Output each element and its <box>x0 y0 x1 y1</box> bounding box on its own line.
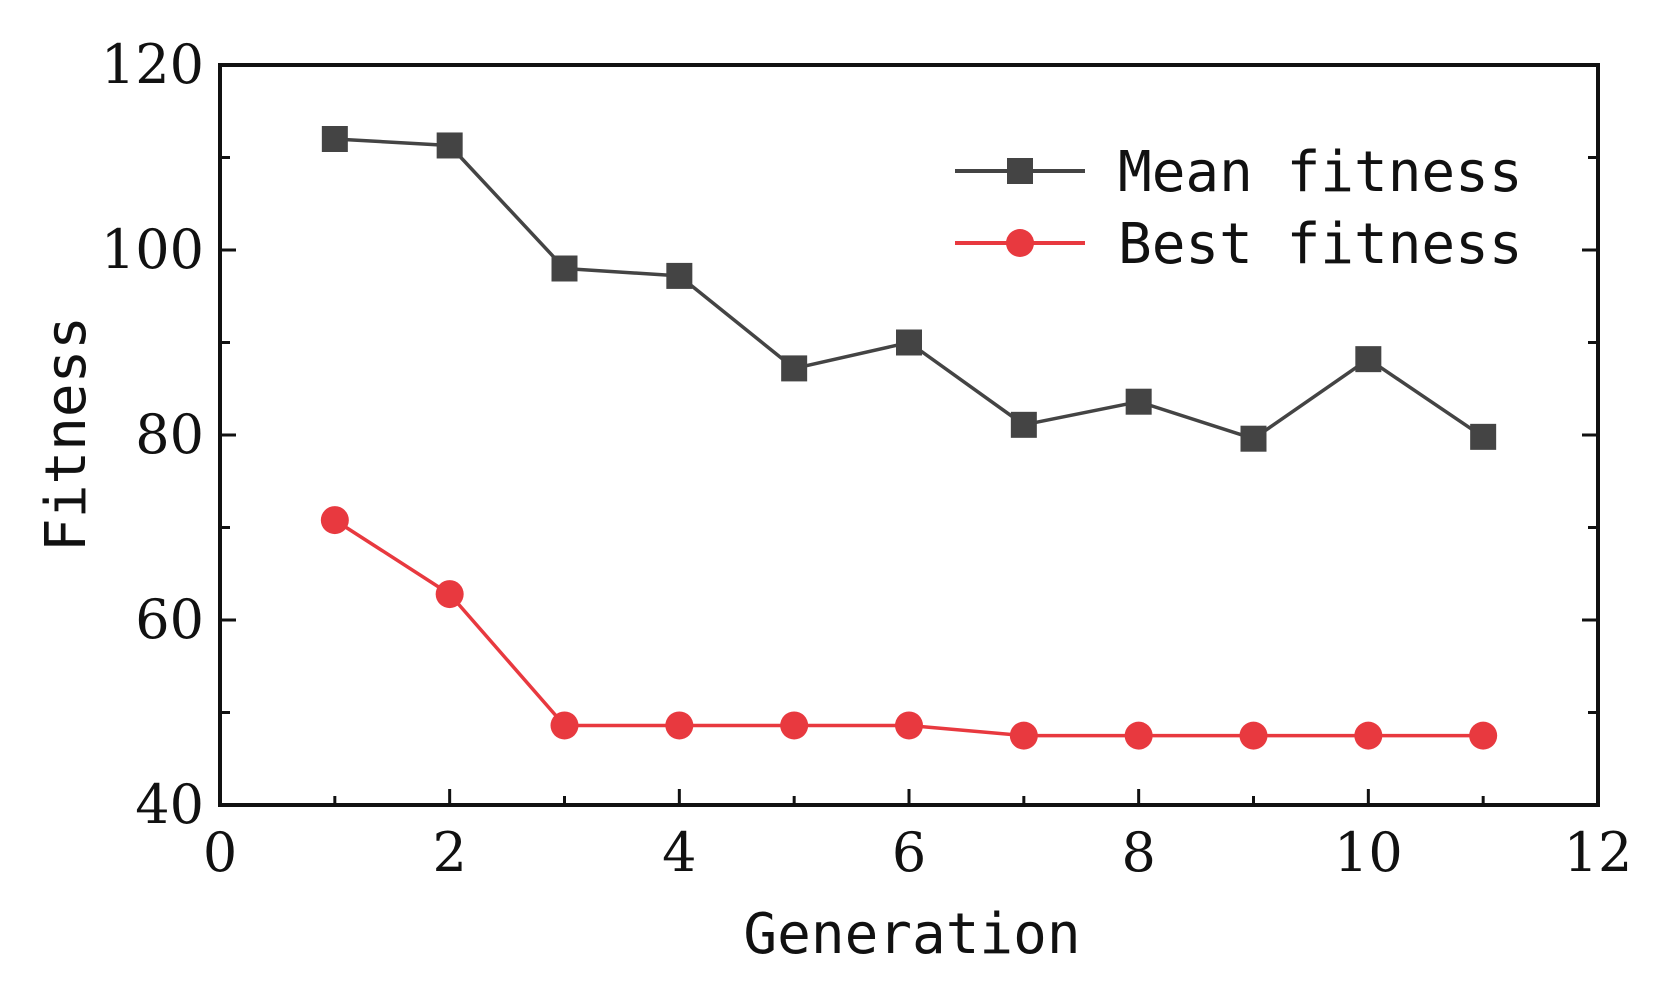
x-tick-label: 8 <box>1121 821 1155 884</box>
data-point-mean-fitness <box>781 355 808 382</box>
x-tick-label: 6 <box>892 821 926 884</box>
data-point-mean-fitness <box>1010 411 1037 438</box>
x-tick-label: 4 <box>662 821 696 884</box>
x-axis-title: Generation <box>743 902 1080 967</box>
data-point-best-fitness <box>1009 721 1038 750</box>
data-point-best-fitness <box>320 506 349 535</box>
data-point-best-fitness <box>550 711 579 740</box>
legend-marker-best <box>1006 229 1034 257</box>
data-point-best-fitness <box>1124 721 1153 750</box>
y-tick-label: 60 <box>135 588 204 651</box>
data-point-best-fitness <box>780 711 809 740</box>
series-layer <box>320 126 1498 750</box>
legend: Mean fitness Best fitness <box>955 140 1523 277</box>
x-tick-label: 12 <box>1564 821 1633 884</box>
y-axis-title: Fitness <box>34 316 99 552</box>
data-point-mean-fitness <box>1470 423 1497 450</box>
data-point-best-fitness <box>1239 721 1268 750</box>
data-point-mean-fitness <box>666 262 693 289</box>
data-point-best-fitness <box>435 580 464 609</box>
tick-labels: 0 2 4 6 8 10 12 40 60 80 100 120 <box>101 33 1632 884</box>
data-point-best-fitness <box>895 711 923 740</box>
y-tick-label: 40 <box>135 773 204 836</box>
x-tick-label: 10 <box>1334 821 1403 884</box>
data-point-mean-fitness <box>1125 388 1152 415</box>
data-point-mean-fitness <box>896 329 922 356</box>
major-ticks <box>220 248 1598 805</box>
series-best-fitness <box>320 506 1498 750</box>
data-point-mean-fitness <box>1240 425 1267 452</box>
legend-label-best: Best fitness <box>1118 212 1523 277</box>
data-point-best-fitness <box>1469 721 1498 750</box>
y-tick-label: 80 <box>135 403 204 466</box>
legend-marker-mean <box>1007 158 1033 184</box>
data-point-best-fitness <box>1354 721 1383 750</box>
data-point-best-fitness <box>665 711 694 740</box>
data-point-mean-fitness <box>551 255 578 282</box>
y-tick-label: 100 <box>101 218 204 281</box>
minor-ticks <box>220 156 1598 805</box>
x-tick-label: 2 <box>432 821 466 884</box>
x-tick-label: 0 <box>203 821 237 884</box>
y-tick-label: 120 <box>101 33 204 96</box>
data-point-mean-fitness <box>1355 346 1382 373</box>
legend-label-mean: Mean fitness <box>1118 140 1523 205</box>
series-mean-fitness <box>321 126 1497 452</box>
data-point-mean-fitness <box>321 126 348 152</box>
data-point-mean-fitness <box>436 132 463 159</box>
